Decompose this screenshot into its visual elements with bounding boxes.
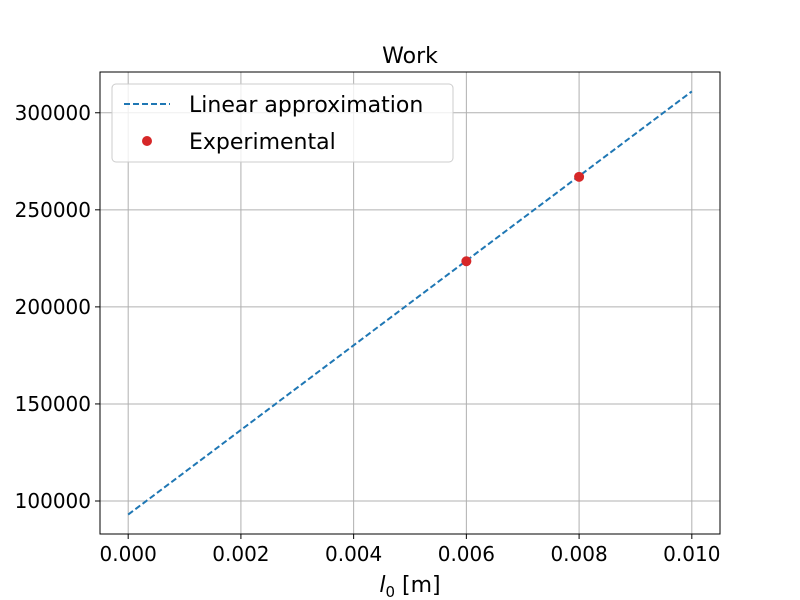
- chart-title: Work: [382, 44, 438, 69]
- y-tick-label: 250000: [15, 198, 91, 222]
- experimental-point: [574, 171, 585, 182]
- legend-box: [111, 83, 454, 163]
- x-tick-label: 0.002: [212, 542, 269, 566]
- x-tick-label: 0.008: [550, 542, 607, 566]
- y-tick-label: 300000: [15, 101, 91, 125]
- axes-frame: [99, 71, 721, 535]
- legend-label-experimental: Experimental: [189, 130, 336, 155]
- legend-swatch-experimental: [142, 136, 152, 146]
- ticks: 0.000 0.002 0.004 0.006 0.008 0.010 100000 1500…: [15, 101, 721, 566]
- x-tick-label: 0.004: [325, 542, 382, 566]
- y-tick-label: 100000: [15, 489, 91, 513]
- x-tick-label: 0.010: [663, 542, 720, 566]
- x-tick-label: 0.000: [100, 542, 157, 566]
- y-tick-label: 150000: [15, 392, 91, 416]
- y-tick-label: 200000: [15, 295, 91, 319]
- experimental-point: [461, 256, 472, 267]
- legend: Linear approximation Experimental: [111, 83, 454, 163]
- series-line-linear-approximation: [127, 90, 693, 516]
- x-axis-label-main: l: [379, 573, 385, 598]
- legend-label-linear-approximation: Linear approximation: [189, 93, 423, 118]
- x-axis-label-subscript: 0: [385, 583, 395, 600]
- x-tick-label: 0.006: [438, 542, 495, 566]
- x-axis-label-unit: [m]: [395, 573, 441, 598]
- plot-area: [127, 90, 693, 516]
- x-axis-label: l0 [m]: [379, 573, 440, 600]
